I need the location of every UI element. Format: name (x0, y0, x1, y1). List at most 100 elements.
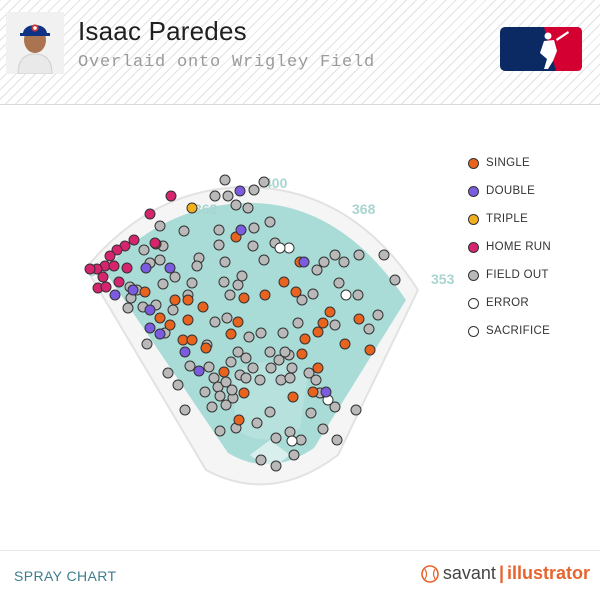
point-error (340, 289, 352, 301)
brand-separator: | (498, 563, 504, 583)
point-field-out (157, 278, 169, 290)
point-field-out (353, 249, 365, 261)
legend-label: SACRIFICE (486, 325, 551, 337)
point-home-run (111, 244, 123, 256)
point-single (287, 391, 299, 403)
point-double (154, 328, 166, 340)
point-field-out (154, 254, 166, 266)
point-field-out (372, 309, 384, 321)
point-field-out (352, 289, 364, 301)
legend-label: DOUBLE (486, 185, 536, 197)
point-field-out (254, 374, 266, 386)
legend-swatch (468, 185, 479, 197)
legend: SINGLE DOUBLE TRIPLE HOME RUN FIELD OUT ERROR… (468, 149, 551, 345)
point-field-out (264, 406, 276, 418)
point-single (139, 286, 151, 298)
point-field-out (232, 346, 244, 358)
point-home-run (84, 263, 96, 275)
point-double (235, 224, 247, 236)
legend-swatch (468, 157, 479, 169)
legend-item-sacrifice: SACRIFICE (468, 317, 551, 345)
brand-illustrator: illustrator (506, 563, 590, 583)
point-single (259, 289, 271, 301)
point-field-out (243, 331, 255, 343)
point-field-out (264, 216, 276, 228)
point-field-out (219, 256, 231, 268)
legend-label: ERROR (486, 297, 530, 309)
point-single (312, 326, 324, 338)
point-field-out (288, 449, 300, 461)
point-single (307, 386, 319, 398)
point-field-out (224, 289, 236, 301)
point-field-out (206, 401, 218, 413)
point-field-out (363, 323, 375, 335)
point-field-out (167, 304, 179, 316)
point-single (154, 312, 166, 324)
point-field-out (251, 417, 263, 429)
point-field-out (286, 362, 298, 374)
legend-swatch (468, 325, 479, 337)
point-single (238, 387, 250, 399)
footer: SPRAY CHART savant | illustrator (0, 550, 600, 596)
point-field-out (329, 319, 341, 331)
point-field-out (169, 271, 181, 283)
point-home-run (113, 276, 125, 288)
point-field-out (232, 279, 244, 291)
point-field-out (305, 407, 317, 419)
point-field-out (214, 425, 226, 437)
point-double (320, 386, 332, 398)
legend-item-single: SINGLE (468, 149, 551, 177)
point-field-out (179, 404, 191, 416)
point-single (186, 334, 198, 346)
point-field-out (273, 354, 285, 366)
point-double (193, 365, 205, 377)
point-field-out (226, 384, 238, 396)
legend-label: SINGLE (486, 157, 530, 169)
point-double (144, 322, 156, 334)
point-field-out (307, 288, 319, 300)
point-field-out (154, 220, 166, 232)
point-single (353, 313, 365, 325)
point-single (238, 292, 250, 304)
player-name: Isaac Paredes (78, 16, 247, 46)
point-home-run (121, 262, 133, 274)
point-field-out (208, 372, 220, 384)
point-field-out (265, 362, 277, 374)
point-field-out (270, 460, 282, 472)
point-home-run (108, 260, 120, 272)
point-field-out (218, 276, 230, 288)
point-field-out (255, 327, 267, 339)
point-field-out (331, 434, 343, 446)
point-single (317, 317, 329, 329)
point-single (324, 306, 336, 318)
brand-logo: savant | illustrator (421, 563, 590, 584)
point-field-out (311, 264, 323, 276)
point-single (339, 338, 351, 350)
fence-distance-center: 400 (264, 175, 288, 191)
point-field-out (284, 426, 296, 438)
point-field-out (270, 432, 282, 444)
point-field-out (172, 379, 184, 391)
point-field-out (248, 222, 260, 234)
point-home-run (128, 234, 140, 246)
point-field-out (141, 338, 153, 350)
point-home-run (165, 190, 177, 202)
point-single (225, 328, 237, 340)
point-field-out (310, 374, 322, 386)
brand-savant: savant (442, 563, 496, 583)
point-field-out (284, 372, 296, 384)
point-field-out (279, 346, 291, 358)
legend-item-triple: TRIPLE (468, 205, 551, 233)
point-field-out (247, 362, 259, 374)
point-error (274, 242, 286, 254)
point-field-out (295, 434, 307, 446)
point-single (312, 362, 324, 374)
point-field-out (222, 190, 234, 202)
point-double (298, 256, 310, 268)
point-field-out (255, 454, 267, 466)
point-field-out (213, 239, 225, 251)
legend-swatch (468, 213, 479, 225)
point-field-out (162, 367, 174, 379)
point-field-out (242, 202, 254, 214)
point-single (169, 294, 181, 306)
